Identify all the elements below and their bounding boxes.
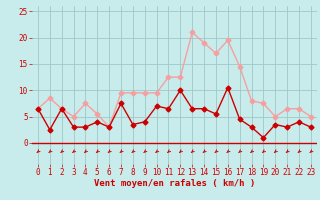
X-axis label: Vent moyen/en rafales ( km/h ): Vent moyen/en rafales ( km/h ) bbox=[94, 179, 255, 188]
